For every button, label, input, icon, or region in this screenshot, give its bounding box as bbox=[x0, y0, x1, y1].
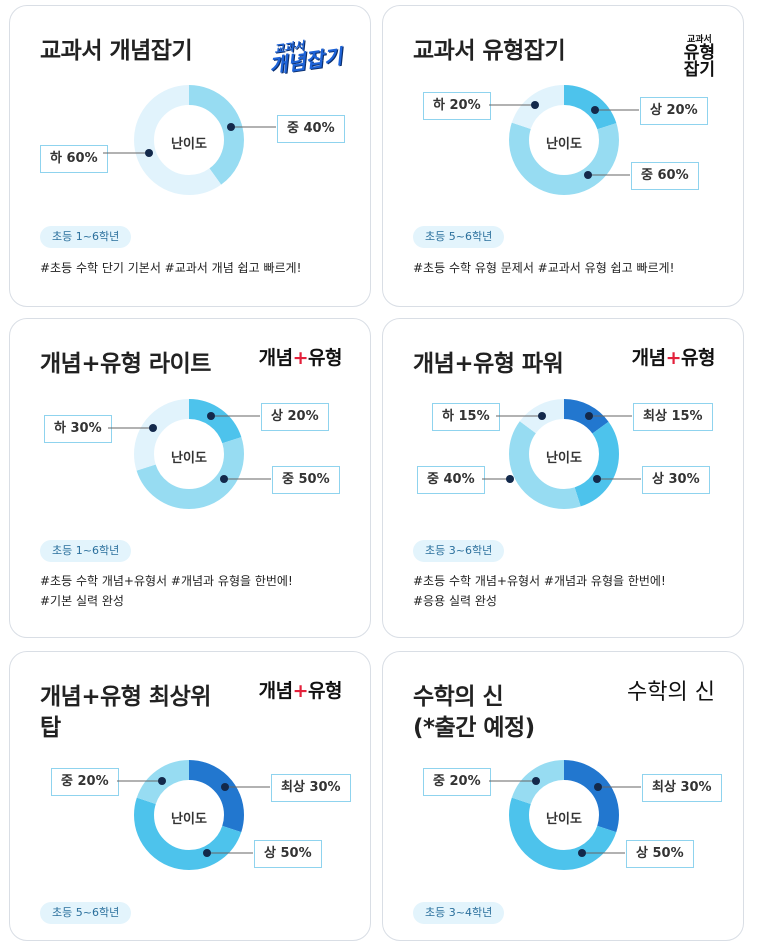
donut-segment-sang bbox=[509, 85, 619, 195]
difficulty-label: 상 50% bbox=[626, 840, 694, 868]
donut-segment-ha bbox=[134, 399, 244, 509]
grade-badge: 초등 1~6학년 bbox=[40, 540, 132, 562]
donut-center-label: 난이도 bbox=[171, 137, 207, 152]
gaenyeom-yuhyeong-logo: 개념+유형 bbox=[258, 347, 343, 369]
card-title: 교과서 개념잡기 bbox=[40, 38, 193, 64]
card-title: 개념+유형 라이트 bbox=[40, 351, 211, 377]
donut-segment-ha bbox=[134, 85, 244, 195]
leader-lines bbox=[482, 412, 641, 483]
tags: #초등 수학 개념+유형서 #개념과 유형을 한번에! #기본 실력 완성 bbox=[40, 571, 350, 611]
card-title: 수학의 신 (*출간 예정) bbox=[413, 684, 535, 741]
difficulty-donut-chart bbox=[509, 399, 619, 509]
difficulty-label: 최상 30% bbox=[271, 774, 351, 802]
difficulty-label: 하 30% bbox=[44, 415, 112, 443]
grade-badge: 초등 5~6학년 bbox=[413, 226, 505, 248]
donut-segment-jung bbox=[509, 85, 619, 195]
tag-line: #초등 수학 단기 기본서 #교과서 개념 쉽고 빠르게! bbox=[40, 261, 302, 275]
product-card[interactable]: 개념+유형 파워 개념+유형 난이도 최상 15% 상 30% 중 40% 하 … bbox=[382, 318, 744, 638]
donut-segment-jung bbox=[509, 399, 619, 509]
difficulty-label: 중 20% bbox=[423, 768, 491, 796]
tag-line: #초등 수학 개념+유형서 #개념과 유형을 한번에! bbox=[413, 574, 666, 588]
donut-segment-choisang bbox=[134, 760, 244, 870]
donut-segment-sang bbox=[509, 399, 619, 509]
leader-lines bbox=[489, 777, 641, 857]
product-card[interactable]: 교과서 유형잡기 교과서 유형 잡기 난이도 상 20% 중 60% 하 20% … bbox=[382, 5, 744, 307]
tag-line: #초등 수학 개념+유형서 #개념과 유형을 한번에! bbox=[40, 574, 293, 588]
gaenyeom-yuhyeong-logo: 개념+유형 bbox=[258, 680, 343, 702]
difficulty-label: 상 30% bbox=[642, 466, 710, 494]
difficulty-label: 상 20% bbox=[640, 97, 708, 125]
donut-segment-ha bbox=[509, 399, 619, 509]
difficulty-label: 하 15% bbox=[432, 403, 500, 431]
leader-lines bbox=[108, 412, 271, 483]
grade-badge: 초등 3~4학년 bbox=[413, 902, 505, 924]
donut-center-label: 난이도 bbox=[171, 812, 207, 827]
donut-center-label: 난이도 bbox=[171, 451, 207, 466]
donut-segment-choisang bbox=[509, 760, 619, 870]
leader-lines bbox=[103, 123, 276, 157]
donut-center-label: 난이도 bbox=[546, 137, 582, 152]
donut-center-label: 난이도 bbox=[546, 451, 582, 466]
difficulty-label: 중 40% bbox=[417, 466, 485, 494]
leader-lines bbox=[489, 101, 639, 179]
difficulty-label: 상 50% bbox=[254, 840, 322, 868]
tag-line: #기본 실력 완성 bbox=[40, 594, 124, 608]
donut-segment-jung bbox=[134, 399, 244, 509]
donut-segment-sang bbox=[134, 760, 244, 870]
card-title: 교과서 유형잡기 bbox=[413, 38, 566, 64]
difficulty-label: 상 20% bbox=[261, 403, 329, 431]
tag-line: #초등 수학 유형 문제서 #교과서 유형 쉽고 빠르게! bbox=[413, 261, 675, 275]
difficulty-label: 중 40% bbox=[277, 115, 345, 143]
product-card[interactable]: 개념+유형 라이트 개념+유형 난이도 상 20% 중 50% 하 30% 초등… bbox=[9, 318, 371, 638]
product-card[interactable]: 수학의 신 (*출간 예정) 수학의 신 난이도 최상 30% 상 50% 중 … bbox=[382, 651, 744, 941]
tag-line: #응용 실력 완성 bbox=[413, 594, 497, 608]
grade-badge: 초등 1~6학년 bbox=[40, 226, 132, 248]
difficulty-donut-chart bbox=[509, 85, 619, 195]
difficulty-label: 하 20% bbox=[423, 92, 491, 120]
difficulty-label: 중 50% bbox=[272, 466, 340, 494]
difficulty-donut-chart bbox=[134, 85, 244, 195]
product-card[interactable]: 교과서 개념잡기 교과서 개념잡기 난이도 중 40% 하 60% 초등 1~6학… bbox=[9, 5, 371, 307]
difficulty-label: 최상 15% bbox=[633, 403, 713, 431]
gaenyeom-yuhyeong-logo: 개념+유형 bbox=[631, 347, 716, 369]
tags: #초등 수학 개념+유형서 #개념과 유형을 한번에! #응용 실력 완성 bbox=[413, 571, 723, 611]
grade-badge: 초등 3~6학년 bbox=[413, 540, 505, 562]
product-card[interactable]: 개념+유형 최상위 탑 개념+유형 난이도 최상 30% 상 50% 중 20%… bbox=[9, 651, 371, 941]
donut-center-label: 난이도 bbox=[546, 812, 582, 827]
suhak-ui-sin-logo: 수학의 신 bbox=[627, 680, 715, 705]
difficulty-label: 최상 30% bbox=[642, 774, 722, 802]
donut-segment-sang bbox=[509, 760, 619, 870]
card-title: 개념+유형 최상위 탑 bbox=[40, 684, 211, 741]
card-title: 개념+유형 파워 bbox=[413, 351, 564, 377]
difficulty-label: 중 60% bbox=[631, 162, 699, 190]
tags: #초등 수학 유형 문제서 #교과서 유형 쉽고 빠르게! bbox=[413, 258, 723, 278]
leader-lines bbox=[117, 777, 270, 857]
difficulty-donut-chart bbox=[509, 760, 619, 870]
tags: #초등 수학 단기 기본서 #교과서 개념 쉽고 빠르게! bbox=[40, 258, 350, 278]
grade-badge: 초등 5~6학년 bbox=[40, 902, 132, 924]
difficulty-label: 하 60% bbox=[40, 145, 108, 173]
difficulty-donut-chart bbox=[134, 760, 244, 870]
difficulty-label: 중 20% bbox=[51, 768, 119, 796]
difficulty-donut-chart bbox=[134, 399, 244, 509]
yuhyeong-japgi-logo: 교과서 유형 잡기 bbox=[683, 35, 715, 80]
